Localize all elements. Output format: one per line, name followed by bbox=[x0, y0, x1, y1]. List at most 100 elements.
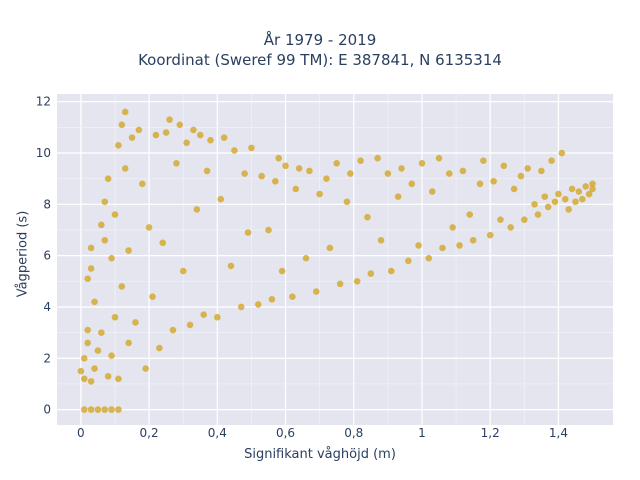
scatter-point bbox=[169, 326, 177, 334]
y-tick-label: 6 bbox=[43, 249, 51, 263]
scatter-point bbox=[104, 372, 112, 380]
scatter-point bbox=[480, 157, 487, 165]
scatter-point bbox=[142, 365, 149, 372]
scatter-point bbox=[227, 262, 235, 270]
scatter-point bbox=[203, 167, 211, 175]
scatter-point bbox=[459, 167, 467, 175]
scatter-point bbox=[497, 216, 504, 224]
scatter-point bbox=[282, 162, 289, 170]
scatter-point bbox=[94, 347, 102, 354]
scatter-point bbox=[521, 216, 528, 224]
scatter-point bbox=[353, 278, 361, 285]
scatter-point bbox=[367, 270, 375, 277]
scatter-point bbox=[435, 154, 443, 162]
y-axis-title: Vågperiod (s) bbox=[15, 210, 31, 298]
scatter-point bbox=[425, 254, 433, 262]
x-tick-label: 1 bbox=[418, 426, 426, 440]
scatter-point bbox=[405, 257, 412, 265]
scatter-point bbox=[207, 136, 214, 144]
scatter-point bbox=[374, 154, 381, 162]
scatter-point bbox=[80, 354, 88, 362]
scatter-point bbox=[138, 180, 146, 188]
scatter-point bbox=[289, 293, 296, 301]
scatter-point bbox=[500, 162, 508, 170]
scatter-point bbox=[585, 190, 593, 198]
scatter-point bbox=[196, 131, 204, 139]
scatter-point bbox=[534, 211, 542, 218]
scatter-point bbox=[84, 339, 91, 347]
plot-background bbox=[57, 94, 613, 425]
scatter-point bbox=[241, 170, 248, 177]
scatter-point bbox=[316, 190, 323, 198]
scatter-point bbox=[572, 198, 579, 206]
scatter-point bbox=[548, 157, 555, 165]
scatter-point bbox=[152, 131, 160, 139]
scatter-point bbox=[159, 239, 167, 247]
scatter-point bbox=[183, 139, 190, 147]
scatter-points bbox=[77, 108, 596, 413]
scatter-point bbox=[292, 185, 300, 193]
scatter-point bbox=[558, 149, 566, 157]
scatter-point bbox=[531, 201, 538, 208]
scatter-point bbox=[268, 295, 276, 303]
scatter-point bbox=[275, 154, 283, 162]
x-tick-label: 1,4 bbox=[549, 426, 568, 440]
scatter-point bbox=[115, 375, 122, 383]
scatter-point bbox=[87, 265, 95, 272]
x-tick-label: 0,2 bbox=[140, 426, 159, 440]
scatter-point bbox=[156, 344, 163, 352]
scatter-point bbox=[582, 183, 590, 190]
scatter-point bbox=[343, 198, 351, 206]
scatter-point bbox=[524, 165, 532, 172]
scatter-point bbox=[589, 185, 596, 193]
scatter-point bbox=[561, 195, 569, 203]
scatter-point bbox=[173, 159, 180, 167]
y-tick-label: 8 bbox=[43, 197, 51, 211]
scatter-point bbox=[377, 236, 385, 244]
scatter-point bbox=[84, 275, 91, 283]
scatter-point bbox=[306, 167, 313, 175]
scatter-point bbox=[575, 188, 583, 195]
x-tick-label: 0 bbox=[77, 426, 85, 440]
scatter-point bbox=[104, 175, 112, 182]
scatter-point bbox=[258, 172, 265, 180]
scatter-point bbox=[295, 165, 303, 172]
scatter-point bbox=[87, 406, 95, 413]
y-tick-label: 12 bbox=[36, 95, 51, 109]
scatter-point bbox=[469, 236, 477, 244]
x-tick-label: 0,4 bbox=[208, 426, 227, 440]
scatter-point bbox=[244, 229, 252, 236]
scatter-point bbox=[186, 321, 194, 329]
scatter-point bbox=[87, 378, 95, 385]
scatter-point bbox=[84, 326, 91, 334]
scatter-point bbox=[364, 213, 371, 221]
scatter-point bbox=[80, 406, 88, 413]
y-tick-label: 0 bbox=[43, 403, 51, 417]
scatter-point bbox=[111, 313, 119, 321]
scatter-point bbox=[272, 177, 279, 185]
scatter-point bbox=[490, 177, 497, 185]
scatter-point bbox=[121, 108, 129, 116]
scatter-point bbox=[439, 244, 446, 252]
scatter-point bbox=[415, 242, 422, 249]
scatter-point bbox=[326, 244, 334, 252]
scatter-point bbox=[449, 224, 456, 231]
scatter-point bbox=[162, 129, 170, 136]
scatter-point bbox=[190, 126, 197, 134]
scatter-point bbox=[101, 406, 109, 413]
scatter-point bbox=[166, 116, 173, 123]
scatter-point bbox=[254, 301, 262, 308]
scatter-point bbox=[347, 170, 354, 177]
scatter-point bbox=[265, 226, 272, 234]
scatter-point bbox=[336, 280, 344, 288]
scatter-point bbox=[302, 254, 310, 262]
scatter-point bbox=[77, 367, 85, 375]
scatter-point bbox=[91, 298, 98, 306]
scatter-point bbox=[428, 188, 436, 195]
scatter-point bbox=[333, 159, 341, 167]
scatter-point bbox=[220, 134, 228, 141]
scatter-point bbox=[94, 406, 102, 413]
scatter-point bbox=[121, 165, 129, 172]
scatter-point bbox=[408, 180, 416, 188]
scatter-point bbox=[445, 170, 453, 177]
